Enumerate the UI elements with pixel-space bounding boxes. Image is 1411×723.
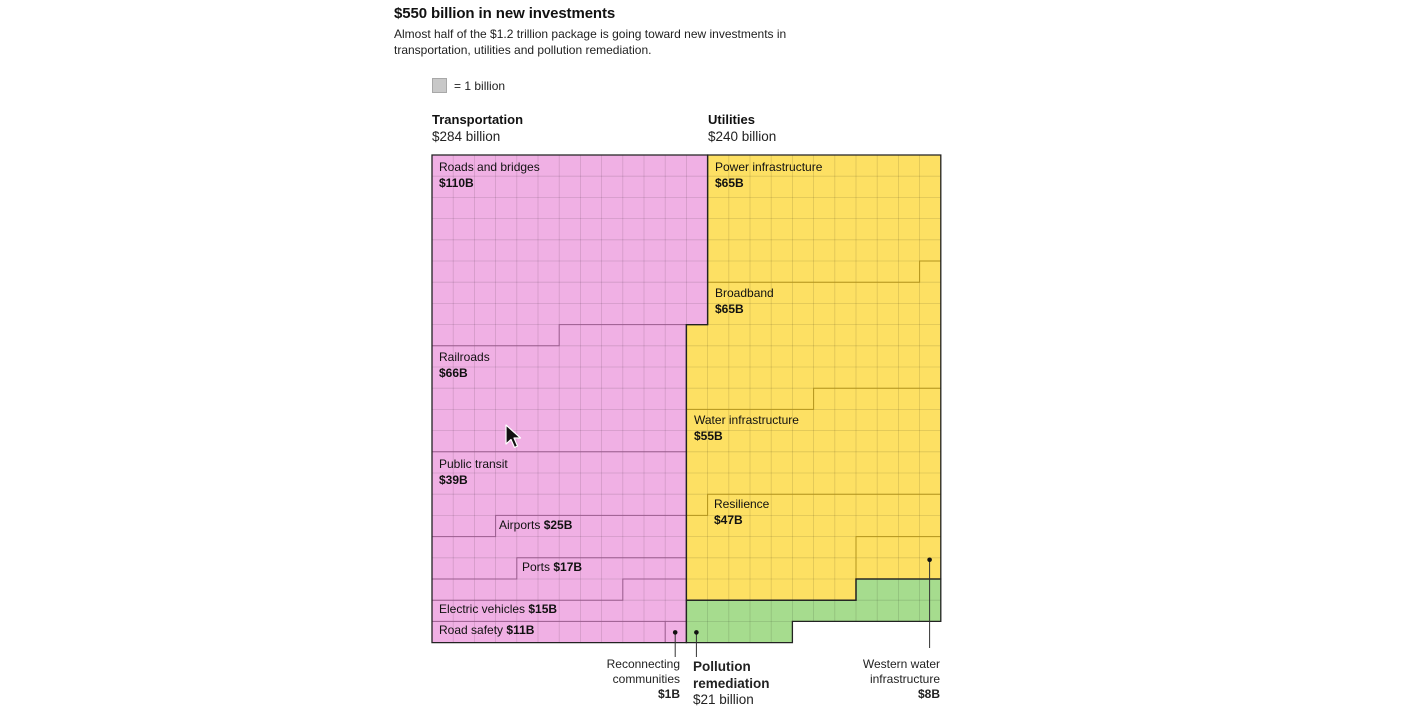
label-road-safety: Road safety $11B — [439, 623, 535, 637]
label-electric-vehicles: Electric vehicles $15B — [439, 602, 558, 616]
group-title-utilities: Utilities — [708, 112, 755, 127]
callout-pollution-dot — [694, 630, 699, 635]
label-airports: Airports $25B — [499, 518, 573, 532]
chart-subtitle: Almost half of the $1.2 trillion package… — [394, 27, 787, 57]
divider-airports-ports — [432, 557, 687, 580]
mouse-cursor-icon — [505, 424, 522, 449]
divider-power-broadband — [707, 260, 941, 283]
group-title-transportation: Transportation — [432, 112, 524, 127]
divider-roads-railroads — [432, 324, 687, 347]
label-roads-and-bridges: Roads and bridges $110B — [439, 160, 540, 190]
chart-title: $550 billion in new investments — [394, 5, 616, 22]
label-resilience: Resilience $47B — [714, 497, 770, 527]
divider-broadband-water — [686, 387, 941, 410]
group-total-transportation: $284 billion — [432, 129, 501, 144]
note-western-water-infrastructure: Western water infrastructure $8B — [862, 657, 940, 701]
divider-transit-airports — [432, 514, 687, 538]
outline-pollution-remediation — [685, 578, 942, 644]
label-public-transit: Public transit $39B — [439, 457, 508, 487]
label-water-infrastructure: Water infrastructure $55B — [694, 413, 799, 443]
region-utilities — [686, 155, 941, 601]
region-pollution-remediation — [686, 579, 941, 643]
note-pollution-remediation: Pollution remediation $21 billion — [693, 659, 770, 707]
label-railroads: Railroads $66B — [439, 350, 490, 380]
legend-text: = 1 billion — [454, 79, 506, 93]
divider-resilience-western — [855, 536, 941, 579]
callout-reconnecting-dot — [672, 630, 678, 635]
label-power-infrastructure: Power infrastructure $65B — [715, 160, 823, 190]
label-broadband: Broadband $65B — [715, 286, 774, 316]
callout-western-dot — [927, 557, 932, 563]
label-ports: Ports $17B — [522, 560, 583, 574]
group-total-utilities: $240 billion — [708, 129, 777, 144]
note-reconnecting-communities: Reconnecting communities $1B — [606, 657, 680, 701]
region-transportation — [432, 155, 708, 643]
divider-water-resilience — [686, 493, 941, 516]
legend-swatch — [432, 78, 447, 93]
divider-ports-ev — [432, 578, 687, 601]
